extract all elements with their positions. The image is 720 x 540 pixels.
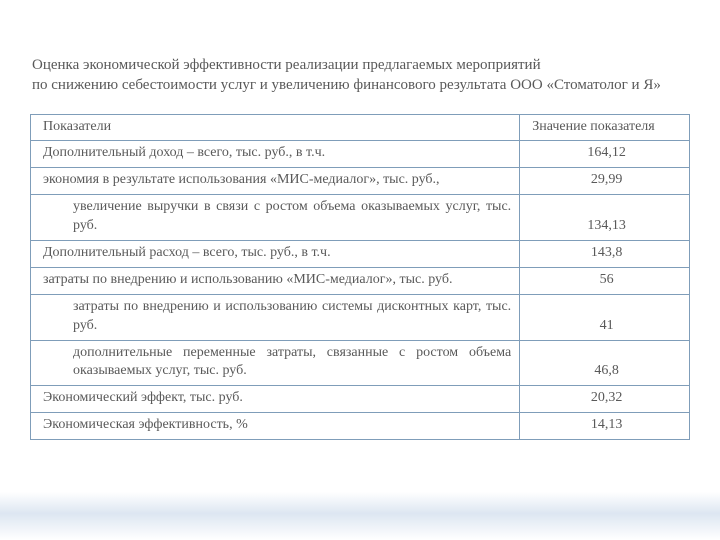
decorative-bottom-band <box>0 492 720 540</box>
row-label: Экономический эффект, тыс. руб. <box>43 390 243 405</box>
table-row: Дополнительный расход – всего, тыс. руб.… <box>31 240 690 267</box>
table-row: увеличение выручки в связи с ростом объе… <box>31 195 690 241</box>
row-label: затраты по внедрению и использованию сис… <box>43 298 511 336</box>
row-value: 46,8 <box>594 363 619 378</box>
row-value: 134,13 <box>587 218 626 233</box>
title-line-2: по снижению себестоимости услуг и увелич… <box>32 77 661 93</box>
row-label: экономия в результате использования «МИС… <box>43 172 440 187</box>
row-label: Дополнительный доход – всего, тыс. руб.,… <box>43 145 325 160</box>
slide: Оценка экономической эффективности реали… <box>0 0 720 540</box>
table-row: дополнительные переменные затраты, связа… <box>31 340 690 386</box>
row-label: затраты по внедрению и использованию «МИ… <box>43 272 452 287</box>
economics-table: Показатели Значение показателя Дополните… <box>30 114 690 441</box>
table-row: Экономический эффект, тыс. руб. 20,32 <box>31 386 690 413</box>
table-row: Экономическая эффективность, % 14,13 <box>31 413 690 440</box>
row-value: 143,8 <box>591 245 623 260</box>
row-value: 164,12 <box>587 145 626 160</box>
row-value: 41 <box>600 318 614 333</box>
row-value: 20,32 <box>591 390 623 405</box>
slide-title: Оценка экономической эффективности реали… <box>30 55 690 96</box>
title-line-1: Оценка экономической эффективности реали… <box>32 57 541 73</box>
row-label: увеличение выручки в связи с ростом объе… <box>43 198 511 236</box>
table-row: экономия в результате использования «МИС… <box>31 168 690 195</box>
column-header-value: Значение показателя <box>520 114 690 141</box>
row-value: 29,99 <box>591 172 623 187</box>
row-label: Дополнительный расход – всего, тыс. руб.… <box>43 245 331 260</box>
row-label: Экономическая эффективность, % <box>43 417 248 432</box>
table-row: Дополнительный доход – всего, тыс. руб.,… <box>31 141 690 168</box>
table-row: затраты по внедрению и использованию «МИ… <box>31 267 690 294</box>
row-label: дополнительные переменные затраты, связа… <box>43 344 511 382</box>
row-value: 14,13 <box>591 417 623 432</box>
column-header-indicator: Показатели <box>31 114 520 141</box>
table-row: затраты по внедрению и использованию сис… <box>31 294 690 340</box>
row-value: 56 <box>600 272 614 287</box>
table-header-row: Показатели Значение показателя <box>31 114 690 141</box>
